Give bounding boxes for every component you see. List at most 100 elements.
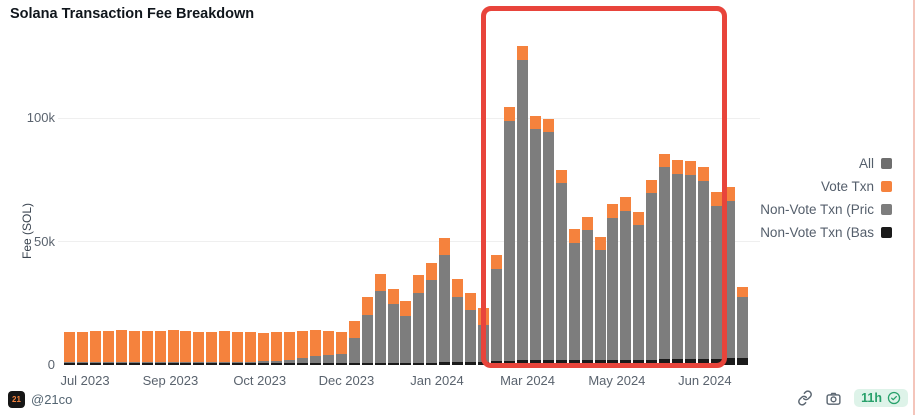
stacked-bar xyxy=(698,167,710,365)
bar-segment-priority xyxy=(542,132,554,361)
time-badge[interactable]: 11h xyxy=(854,389,908,407)
stacked-bar xyxy=(659,153,671,365)
attribution: 21 @21co xyxy=(8,391,72,408)
stacked-bar xyxy=(529,115,541,365)
bar-segment-base xyxy=(607,360,619,365)
bar-segment-base xyxy=(465,362,477,365)
bar-segment-vote xyxy=(685,161,697,175)
bar-segment-vote xyxy=(529,115,541,130)
stacked-bar xyxy=(581,216,593,365)
bar-segment-vote xyxy=(154,330,166,363)
author-handle[interactable]: @21co xyxy=(31,392,73,407)
bar-segment-base xyxy=(387,362,399,365)
stacked-bar xyxy=(646,179,658,365)
bar-segment-priority xyxy=(491,268,503,362)
bar-segment-base xyxy=(89,362,101,365)
bar-segment-vote xyxy=(361,297,373,315)
stacked-bar xyxy=(193,331,205,365)
bar-segment-priority xyxy=(309,356,321,363)
bar-segment-priority xyxy=(374,290,386,363)
stacked-bar xyxy=(102,330,114,365)
legend: All Vote Txn Non-Vote Txn (Pric Non-Vote Tx… xyxy=(760,156,892,240)
bar-segment-vote xyxy=(478,308,490,325)
bar-segment-base xyxy=(698,359,710,365)
bar-segment-base xyxy=(439,362,451,365)
bar-segment-base xyxy=(529,360,541,365)
bar-segment-vote xyxy=(426,262,438,280)
bar-segment-vote xyxy=(723,187,735,201)
x-tick-label: May 2024 xyxy=(588,373,646,388)
bar-segment-base xyxy=(374,362,386,365)
stacked-bar xyxy=(128,330,140,365)
bar-segment-vote xyxy=(542,118,554,133)
bar-segment-base xyxy=(102,362,114,365)
bar-segment-base xyxy=(335,362,347,365)
bar-segment-vote xyxy=(465,292,477,311)
stacked-bar xyxy=(167,330,179,365)
stacked-bar xyxy=(296,331,308,365)
stacked-bar xyxy=(426,262,438,365)
y-tick-label: 100k xyxy=(26,110,55,125)
stacked-bar xyxy=(348,320,360,365)
stacked-bar xyxy=(76,331,88,365)
stacked-bar xyxy=(141,331,153,365)
stacked-bar xyxy=(245,332,257,365)
bar-segment-base xyxy=(309,362,321,365)
stacked-bar xyxy=(568,229,580,365)
stacked-bar xyxy=(361,297,373,365)
bar-segment-priority xyxy=(568,242,580,361)
stacked-bar xyxy=(452,279,464,365)
bar-segment-priority xyxy=(723,200,735,358)
bar-segment-priority xyxy=(581,230,593,361)
brand-logo-21co: 21 xyxy=(8,391,25,408)
bar-segment-base xyxy=(672,359,684,365)
bar-segment-vote xyxy=(503,107,515,121)
bar-segment-vote xyxy=(568,229,580,243)
bar-segment-priority xyxy=(594,250,606,361)
bar-segment-priority xyxy=(439,254,451,363)
bar-segment-vote xyxy=(672,160,684,174)
bar-segment-priority xyxy=(335,353,347,363)
x-tick-label: Sep 2023 xyxy=(142,373,199,388)
legend-item[interactable]: Non-Vote Txn (Pric xyxy=(760,202,892,217)
bar-segment-base xyxy=(322,362,334,365)
bar-segment-base xyxy=(542,360,554,365)
bar-segment-base xyxy=(581,360,593,365)
stacked-bar xyxy=(491,255,503,365)
stacked-bar xyxy=(620,197,632,365)
x-tick-label: Jul 2023 xyxy=(60,373,110,388)
bar-segment-base xyxy=(568,360,580,365)
bar-segment-vote xyxy=(491,255,503,269)
legend-item[interactable]: Non-Vote Txn (Bas xyxy=(760,225,892,240)
bar-segment-priority xyxy=(503,120,515,361)
bar-segment-base xyxy=(646,359,658,365)
bar-segment-vote xyxy=(516,46,528,60)
bar-segment-priority xyxy=(219,361,231,363)
bar-segment-base xyxy=(659,359,671,365)
stacked-bar xyxy=(322,331,334,365)
bar-segment-priority xyxy=(232,361,244,363)
bar-segment-vote xyxy=(452,279,464,297)
bar-segment-vote xyxy=(102,330,114,363)
bar-segment-base xyxy=(154,362,166,365)
legend-item-label: All xyxy=(858,156,874,171)
bar-segment-vote xyxy=(335,332,347,354)
bar-segment-vote xyxy=(219,331,231,362)
bar-segment-vote xyxy=(322,331,334,355)
bar-segment-priority xyxy=(620,210,632,360)
legend-item[interactable]: Vote Txn xyxy=(821,179,892,194)
bar-segment-base xyxy=(167,362,179,365)
camera-icon[interactable] xyxy=(825,390,842,407)
bar-segment-base xyxy=(258,362,270,365)
stacked-bar xyxy=(400,301,412,365)
bar-segment-priority xyxy=(193,362,205,363)
bar-segment-priority xyxy=(258,361,270,363)
stacked-bar xyxy=(232,331,244,365)
legend-item[interactable]: All xyxy=(859,156,892,171)
bar-segment-priority xyxy=(361,314,373,363)
stacked-bar xyxy=(64,332,75,365)
bar-segment-vote xyxy=(141,331,153,363)
bar-segment-vote xyxy=(76,331,88,363)
stacked-bar xyxy=(542,118,554,365)
link-icon[interactable] xyxy=(797,390,813,406)
